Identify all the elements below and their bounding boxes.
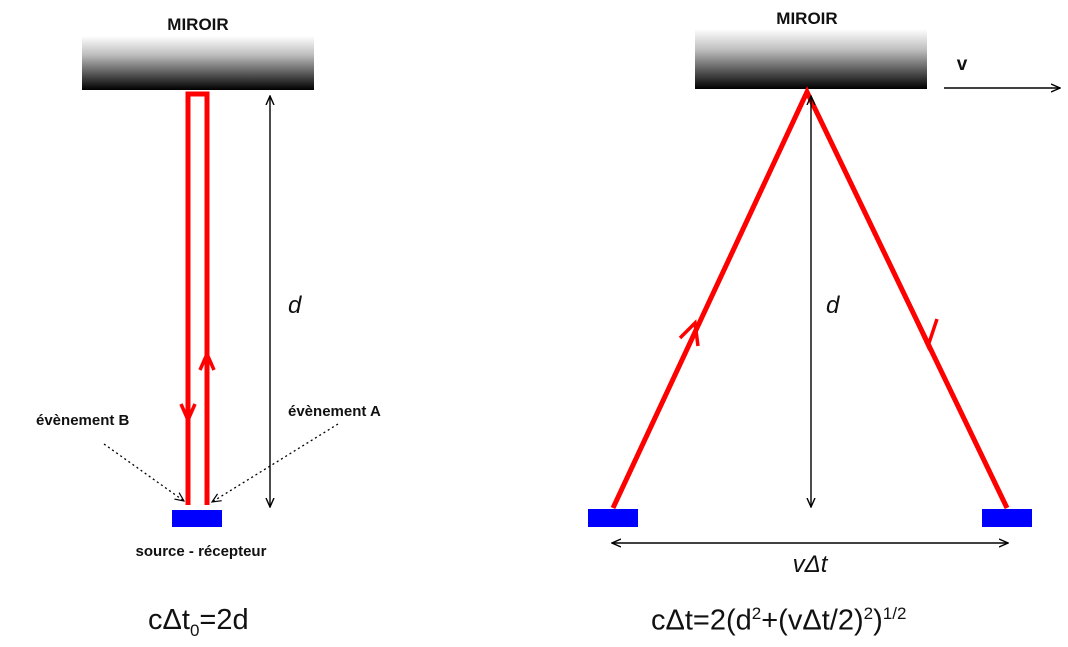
right-emitter-start xyxy=(588,509,638,527)
rest-frame-formula: cΔt0=2d xyxy=(148,604,249,641)
left-mirror-label: MIROIR xyxy=(167,15,228,34)
moving-formula-part2: +(vΔt/2) xyxy=(761,604,864,637)
down-arrow-mark xyxy=(179,403,197,425)
rest-formula-rhs: =2d xyxy=(199,604,249,636)
event-a-label: évènement A xyxy=(288,403,381,420)
rest-formula-lhs: cΔt xyxy=(148,604,190,636)
moving-formula-sup3: 1/2 xyxy=(882,604,907,623)
right-light-path xyxy=(610,86,1010,510)
right-distance-label: d xyxy=(826,292,840,319)
right-mirror xyxy=(695,29,927,89)
moving-frame-formula: cΔt=2(d2+(vΔt/2)2)1/2 xyxy=(651,604,906,638)
event-a-pointer xyxy=(212,423,339,502)
left-mirror xyxy=(82,36,314,90)
left-light-path xyxy=(185,91,210,505)
displacement-label: vΔt xyxy=(793,551,829,578)
moving-formula-sup2: 2 xyxy=(863,604,874,623)
velocity-label: v xyxy=(957,54,968,75)
rest-formula-subscript: 0 xyxy=(189,620,200,640)
left-distance-label: d xyxy=(288,292,302,319)
up-arrow-mark xyxy=(198,349,216,371)
moving-formula-sup1: 2 xyxy=(751,604,762,623)
event-b-pointer xyxy=(103,443,184,501)
moving-formula-part3: ) xyxy=(873,604,883,637)
descending-arrow-mark xyxy=(914,318,939,351)
event-b-label: évènement B xyxy=(36,412,130,429)
moving-formula-part1: cΔt=2(d xyxy=(651,604,752,637)
right-panel: MIROIR v d vΔt xyxy=(588,9,1060,578)
left-panel: MIROIR d évènement B évènement A source … xyxy=(36,15,381,560)
left-emitter xyxy=(172,510,222,527)
right-emitter-end xyxy=(982,509,1032,527)
source-label: source - récepteur xyxy=(136,543,267,560)
ascending-arrow-mark xyxy=(678,319,700,347)
right-mirror-label: MIROIR xyxy=(776,9,837,28)
